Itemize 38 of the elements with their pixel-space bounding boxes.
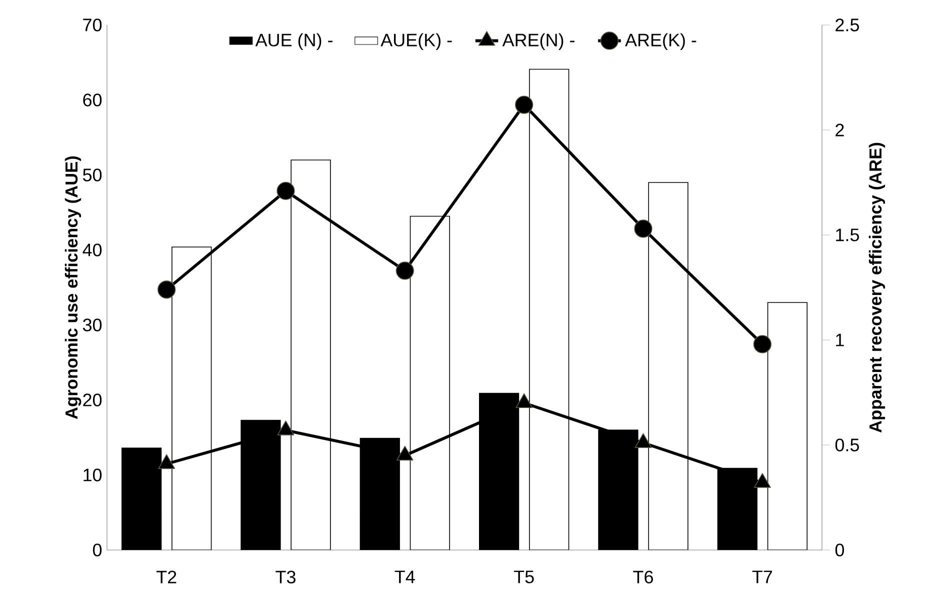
- y2-tick-label: 2: [836, 124, 844, 136]
- legend-label: AUE(K) -: [380, 33, 452, 50]
- y-tick-label: 20: [83, 394, 102, 406]
- legend-label: AUE (N) -: [255, 33, 332, 50]
- y-tick-label: 60: [83, 94, 102, 106]
- x-tick-label: T5: [514, 570, 534, 584]
- point: [276, 182, 295, 200]
- x-tick-label: T2: [156, 570, 176, 584]
- x-tick-label: T7: [752, 570, 772, 584]
- point: [277, 420, 294, 436]
- point: [158, 280, 176, 299]
- y-tick-label: 30: [82, 318, 102, 332]
- point: [634, 220, 652, 238]
- y-axis-title: Agronomic use efficiency (AUE): [64, 156, 82, 419]
- y-tick-label: 50: [82, 168, 102, 182]
- legend-label: ARE(N) -: [502, 33, 574, 50]
- y2-tick-label: 1: [836, 334, 844, 346]
- point: [396, 262, 414, 280]
- point: [396, 446, 414, 461]
- legend-label: ARE(K) -: [625, 33, 696, 50]
- y-tick-label: 40: [82, 244, 102, 256]
- y2-axis-title: Apparent recovery efficiency (ARE): [868, 142, 886, 432]
- y2-tick-label: 0: [835, 544, 844, 556]
- y-tick-label: 10: [84, 468, 102, 482]
- x-tick-label: T6: [633, 570, 653, 584]
- point: [515, 96, 534, 114]
- point: [754, 473, 771, 488]
- point: [753, 335, 772, 354]
- x-tick-label: T4: [394, 570, 415, 584]
- y2-tick-label: 2.5: [836, 18, 859, 32]
- y-tick-label: 70: [83, 18, 102, 32]
- y2-tick-label: 1.5: [836, 228, 859, 242]
- point: [516, 393, 533, 408]
- y2-tick-label: 0.5: [835, 438, 859, 452]
- y-tick-label: 0: [92, 544, 102, 556]
- x-tick-label: T3: [276, 570, 296, 584]
- point: [634, 433, 652, 448]
- point: [158, 454, 176, 469]
